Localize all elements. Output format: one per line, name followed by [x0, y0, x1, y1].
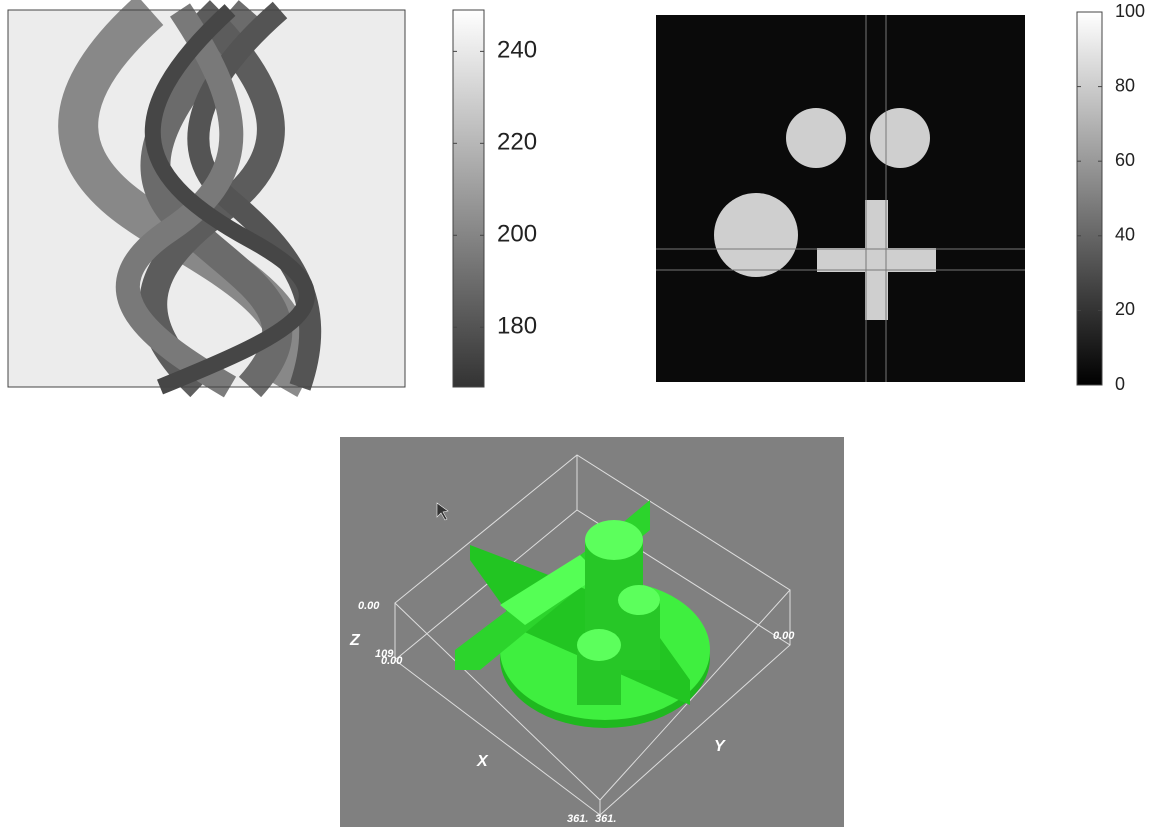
tick-label: 200 [497, 221, 537, 248]
tick-label: 180 [497, 313, 537, 340]
reconstruction [656, 11, 1103, 386]
axis-value: 361. [567, 813, 588, 825]
axis-value: 361. [595, 813, 616, 825]
sinogram [7, 0, 485, 398]
streaks [656, 15, 1025, 382]
reconstruction-image [656, 15, 1025, 382]
axis-value: 0.00 [358, 600, 380, 612]
axis-title: Y [714, 738, 726, 755]
tick-label: 80 [1115, 75, 1135, 95]
cursor [436, 502, 449, 521]
render: 0.00 Z 109 0.00 0.00 X Y 361. 361. [340, 437, 844, 827]
axis-title: Z [349, 632, 361, 649]
tick-label: 0 [1115, 374, 1125, 394]
tick-label: 40 [1115, 225, 1135, 245]
tick-label: 20 [1115, 299, 1135, 319]
tick-label: 240 [497, 37, 537, 64]
colorbar [452, 9, 485, 388]
colorbar [1076, 11, 1103, 386]
tick-label: 100 [1115, 1, 1145, 21]
bounding-box [394, 454, 791, 816]
axis-title: X [476, 753, 489, 770]
sinogram-bands [58, 0, 322, 398]
axis-value: 109 [375, 648, 394, 660]
phantom [714, 108, 936, 320]
tick-label: 60 [1115, 150, 1135, 170]
tick-label: 220 [497, 129, 537, 156]
axis-value: 0.00 [773, 630, 795, 642]
volume [455, 500, 710, 728]
axis-value: 0.00 [381, 655, 403, 667]
